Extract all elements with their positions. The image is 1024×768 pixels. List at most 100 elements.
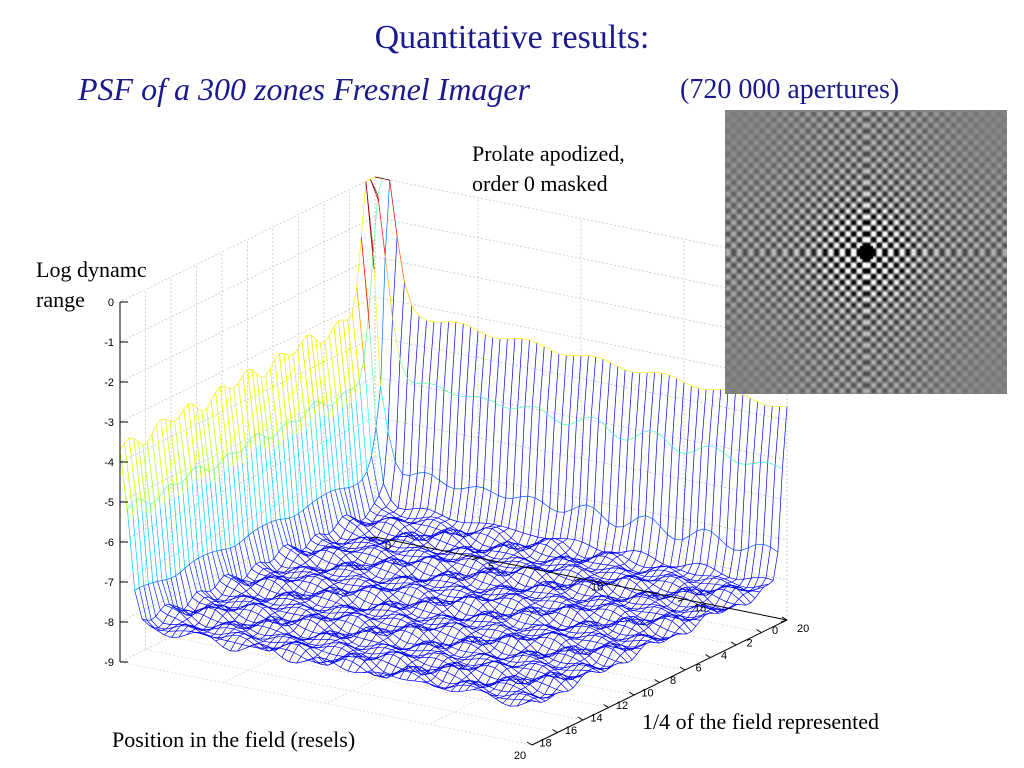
mesh-segment	[596, 591, 604, 597]
mesh-segment	[305, 610, 314, 616]
mesh-segment	[612, 591, 621, 598]
x-tick-label: 4	[721, 650, 727, 662]
mesh-segment	[383, 601, 392, 607]
mesh-segment	[158, 627, 166, 630]
mesh-segment	[518, 693, 527, 696]
mesh-segment	[518, 672, 527, 678]
mesh-segment	[619, 633, 628, 636]
mesh-segment	[687, 616, 695, 618]
mesh-segment	[678, 575, 687, 581]
mesh-segment	[409, 524, 417, 531]
mesh-segment	[396, 539, 405, 541]
mesh-segment	[643, 630, 652, 638]
mesh-segment	[465, 689, 474, 692]
mesh-segment	[455, 321, 464, 325]
mesh-segment	[431, 623, 440, 625]
mesh-segment	[553, 549, 562, 556]
mesh-segment	[712, 577, 721, 580]
mesh-segment	[466, 548, 474, 554]
mesh-segment	[567, 603, 575, 605]
mesh-segment	[634, 634, 643, 636]
mesh-segment	[303, 637, 311, 641]
grid-line	[170, 636, 584, 721]
mesh-segment	[556, 689, 565, 693]
mesh-segment	[600, 603, 608, 606]
mesh-segment	[404, 526, 413, 535]
mesh-segment	[347, 538, 356, 541]
mesh-segment	[452, 547, 461, 551]
mesh-segment	[336, 592, 345, 597]
mesh-segment	[390, 576, 399, 580]
mesh-segment	[507, 567, 515, 569]
mesh-segment	[541, 576, 550, 585]
mesh-segment	[430, 551, 439, 555]
mesh-segment	[423, 593, 432, 601]
mesh-segment	[517, 620, 526, 624]
mesh-segment	[432, 596, 440, 602]
mesh-segment	[369, 579, 378, 585]
mesh-segment	[601, 577, 610, 581]
mesh-segment	[560, 634, 568, 638]
mesh-segment	[715, 608, 724, 613]
mesh-segment	[561, 586, 569, 588]
mesh-segment	[285, 598, 294, 601]
mesh-segment	[472, 680, 480, 683]
mesh-segment	[517, 661, 526, 663]
mesh-segment	[395, 563, 404, 567]
mesh-segment	[615, 660, 624, 664]
mesh-segment	[413, 523, 422, 525]
mesh-segment	[460, 664, 469, 667]
mesh-segment	[708, 583, 716, 585]
x-tick	[730, 641, 737, 646]
title-line-1: Quantitative results:	[374, 19, 650, 56]
mesh-segment	[508, 665, 516, 668]
mesh-segment	[376, 584, 385, 589]
mesh-segment	[364, 638, 372, 642]
mesh-segment	[248, 634, 257, 640]
mesh-segment	[434, 511, 443, 516]
mesh-segment	[203, 614, 211, 620]
mesh-segment	[529, 615, 538, 621]
mesh-segment	[365, 652, 373, 655]
mesh-segment	[565, 654, 573, 658]
mesh-segment	[665, 566, 674, 568]
mesh-segment	[513, 647, 522, 653]
mesh-segment	[298, 586, 306, 592]
mesh-segment	[474, 681, 483, 688]
mesh-segment	[352, 602, 361, 609]
mesh-segment	[348, 607, 357, 612]
mesh-segment	[445, 589, 453, 591]
mesh-segment	[593, 612, 602, 618]
mesh-segment	[435, 658, 444, 662]
mesh-segment	[612, 601, 620, 606]
mesh-segment	[564, 509, 573, 513]
mesh-segment	[330, 586, 338, 589]
mesh-segment	[533, 542, 541, 547]
mesh-segment	[204, 468, 213, 553]
mesh-segment	[203, 597, 212, 603]
mesh-segment	[651, 618, 660, 621]
mesh-segment	[458, 541, 467, 549]
mesh-segment	[584, 568, 592, 573]
mesh-segment	[596, 662, 604, 667]
mesh-segment	[384, 631, 392, 634]
mesh-segment	[652, 518, 661, 527]
mesh-segment	[442, 515, 450, 520]
mesh-segment	[613, 640, 622, 646]
mesh-segment	[501, 690, 509, 693]
mesh-line-y	[517, 406, 773, 707]
mesh-segment	[332, 660, 340, 664]
mesh-segment	[316, 548, 324, 554]
mesh-segment	[352, 570, 360, 576]
mesh-segment	[433, 652, 441, 654]
mesh-segment	[458, 580, 467, 588]
mesh-segment	[462, 684, 471, 686]
y-tick	[574, 578, 582, 581]
mesh-segment	[603, 567, 611, 570]
mesh-segment	[290, 580, 299, 587]
mesh-segment	[478, 551, 486, 553]
mesh-segment	[322, 403, 331, 492]
mesh-segment	[742, 594, 751, 604]
mesh-segment	[197, 408, 207, 481]
mesh-segment	[514, 633, 522, 640]
